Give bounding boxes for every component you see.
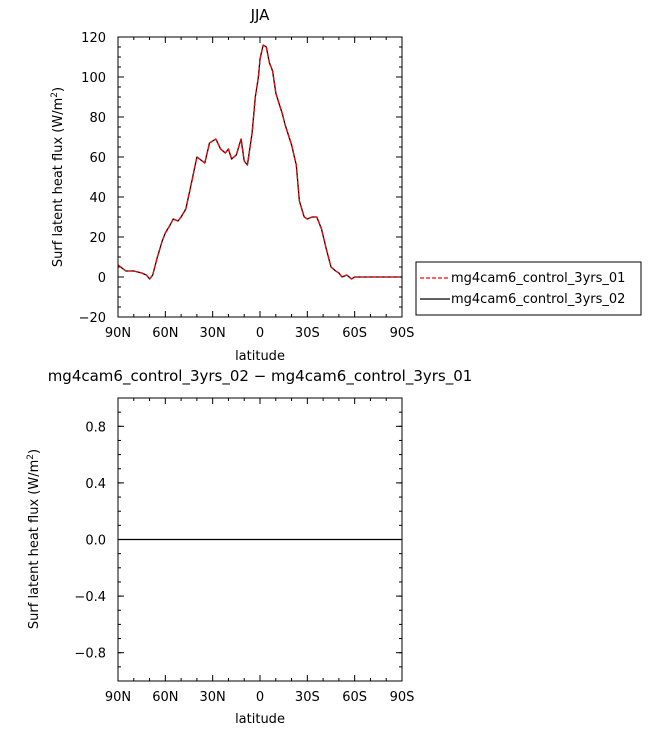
bottom-y-tick-label: 0.8 [85,420,106,435]
bottom-y-tick-label: 0.0 [85,534,106,549]
bottom-x-tick-label: 30N [200,690,226,705]
top-y-tick-label: 20 [89,231,106,246]
bottom-panel: mg4cam6_control_3yrs_02 − mg4cam6_contro… [26,367,472,727]
top-x-tick-label: 60N [152,326,178,341]
top-x-axis-label: latitude [235,349,285,364]
top-y-axis-label: Surf latent heat flux (W/m2) [50,87,66,267]
bottom-plot-area: 90N 60N 30N 0 30S 60S 90S −0.8 −0.4 0.0 0.4 0.8 [74,397,415,705]
top-series-line [117,44,402,280]
bottom-x-tick-label: 60S [342,690,367,705]
top-y-tick-label: 40 [89,191,106,206]
top-chart-title: JJA [250,6,271,24]
legend: mg4cam6_control_3yrs_01 mg4cam6_control_… [415,261,642,316]
bottom-y-tick-label: −0.4 [74,590,106,605]
top-x-tick-label: 60S [342,326,367,341]
bottom-chart-title: mg4cam6_control_3yrs_02 − mg4cam6_contro… [48,367,473,386]
top-plot-area: 90N 60N 30N 0 30S 60S 90S −20 0 20 40 60 80 100 120 [79,31,415,341]
legend-label-series-01: mg4cam6_control_3yrs_01 [451,271,625,286]
top-x-tick-label: 30N [200,326,226,341]
top-y-tick-label: 80 [89,111,106,126]
bottom-x-tick-label: 90S [390,690,415,705]
top-plot-frame [117,36,403,318]
top-series-line [117,44,402,280]
bottom-x-tick-label: 60N [152,690,178,705]
bottom-x-tick-label: 90N [105,690,131,705]
top-y-tick-label: −20 [79,311,106,326]
bottom-x-tick-label: 0 [256,690,264,705]
bottom-y-tick-label: 0.4 [85,477,106,492]
top-y-tick-label: 0 [98,271,106,286]
bottom-x-axis-label: latitude [235,712,285,727]
bottom-y-axis-label: Surf latent heat flux (W/m2) [26,449,42,629]
bottom-y-tick-label: −0.8 [74,647,106,662]
top-x-tick-label: 90N [105,326,131,341]
top-y-tick-label: 100 [81,71,106,86]
bottom-plot-frame [117,397,403,682]
bottom-x-tick-label: 30S [295,690,320,705]
legend-box [415,261,642,316]
top-x-tick-label: 0 [256,326,264,341]
top-panel: JJA 90N 60N 30N 0 30S 60S 90S −20 0 20 40 60 80 100 12… [50,6,642,364]
legend-label-series-02: mg4cam6_control_3yrs_02 [451,292,625,307]
top-y-tick-label: 120 [81,31,106,46]
top-x-tick-label: 30S [295,326,320,341]
top-x-tick-label: 90S [390,326,415,341]
top-y-tick-label: 60 [89,151,106,166]
